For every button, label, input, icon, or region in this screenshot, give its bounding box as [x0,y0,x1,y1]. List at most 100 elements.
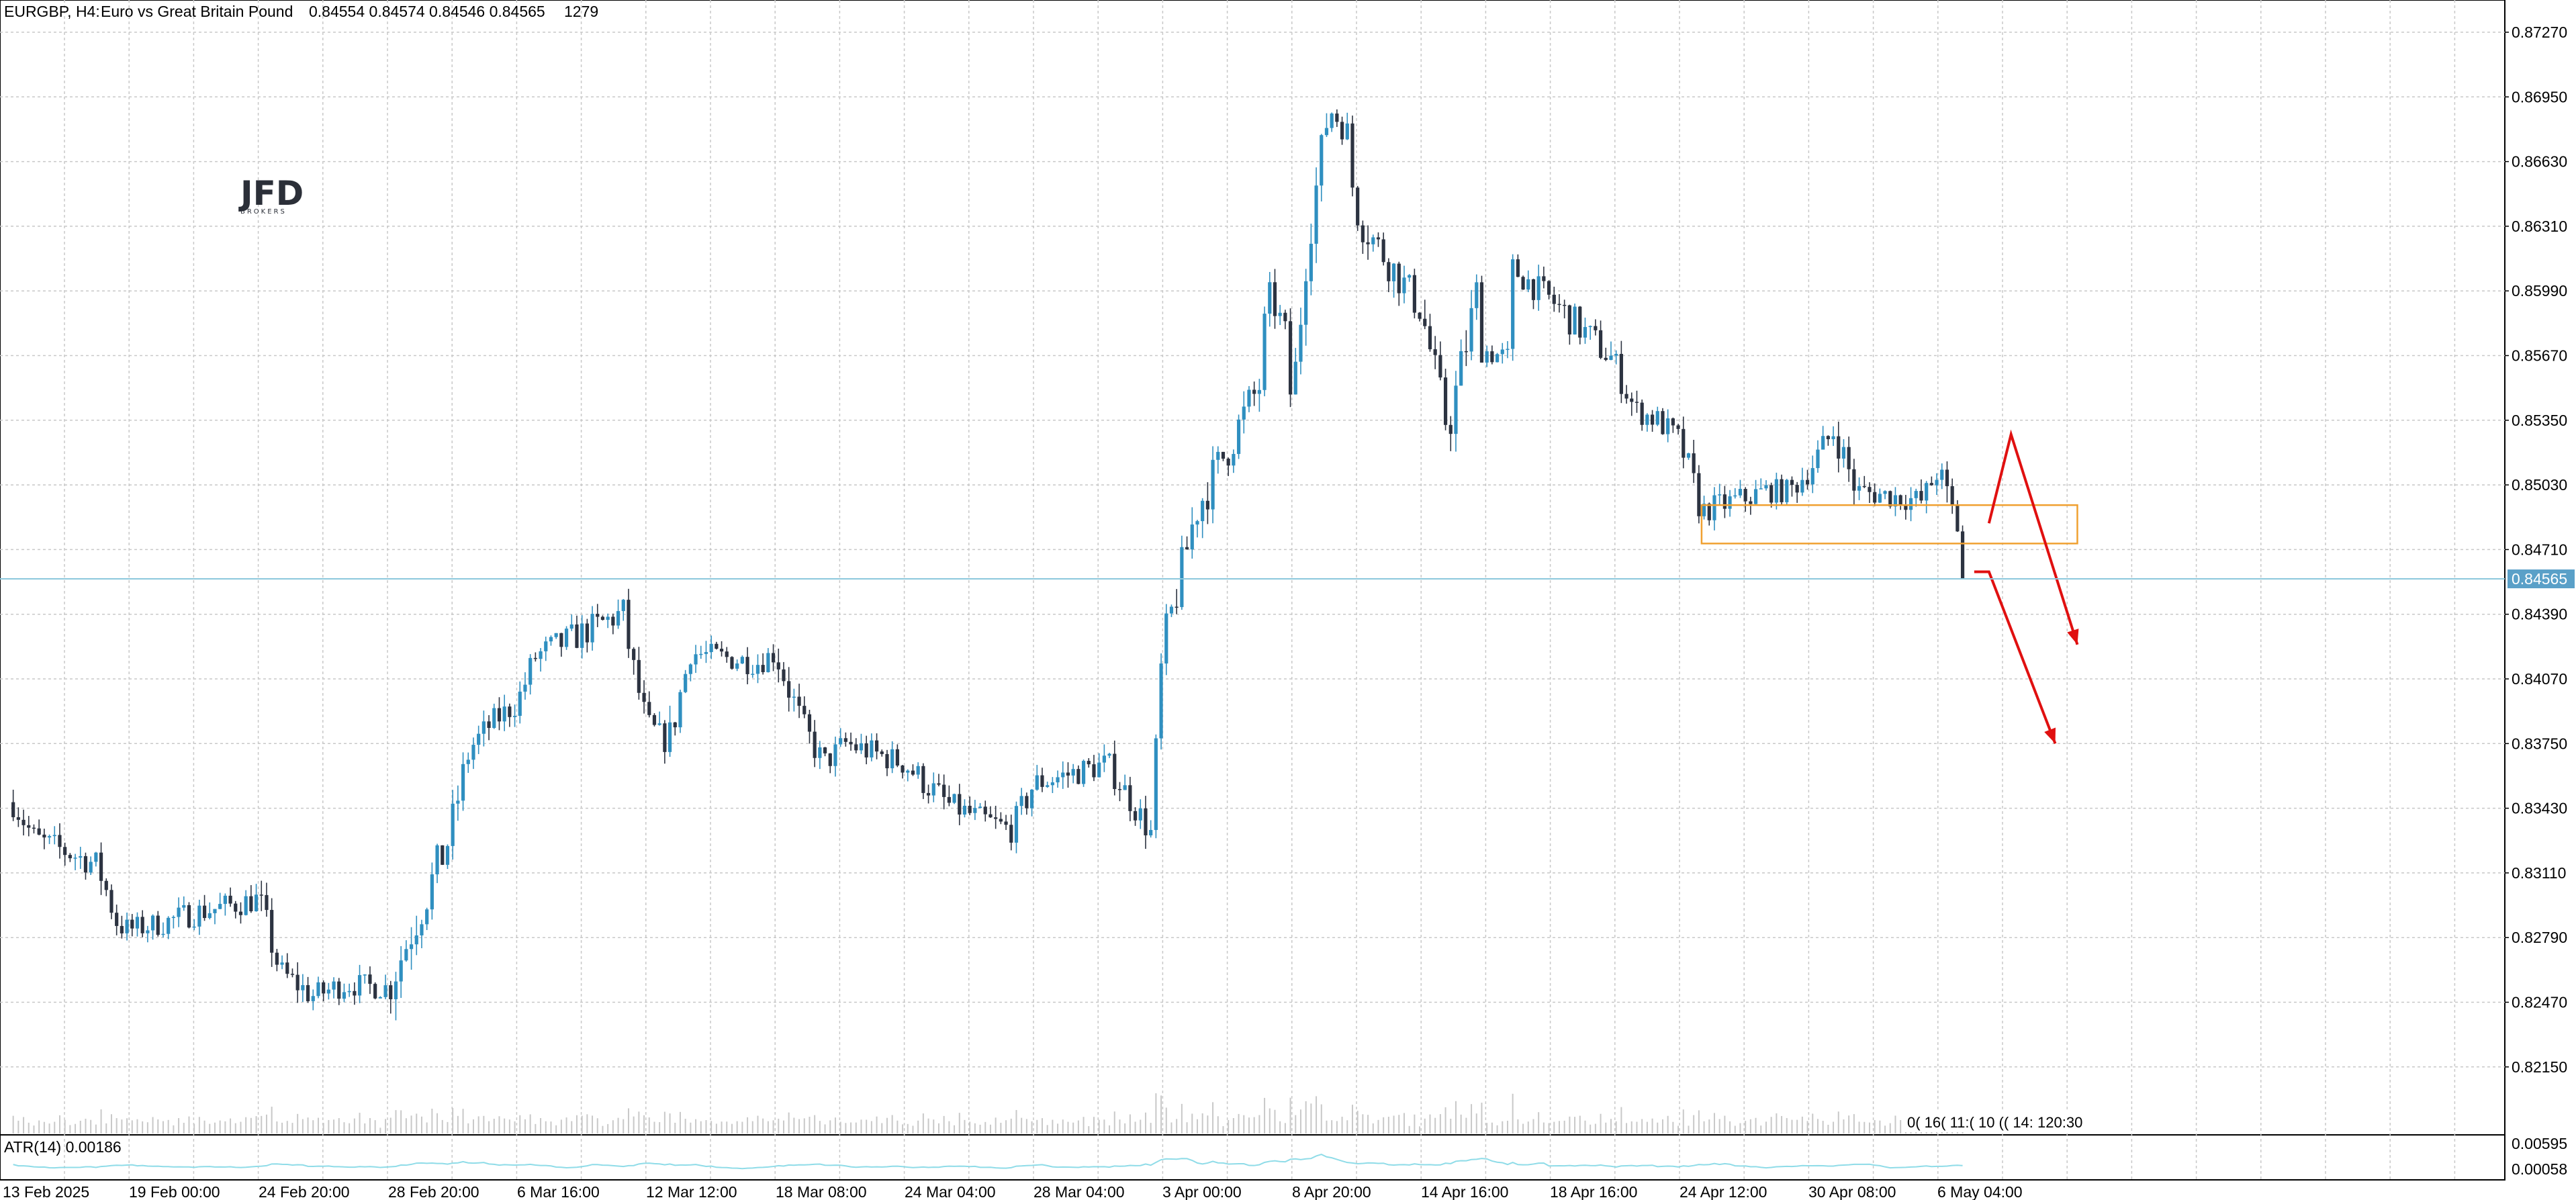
candle-body [1490,351,1494,363]
candle-body [1159,663,1163,739]
candle-body [1418,312,1422,319]
candle-body [569,624,573,629]
candle-body [1753,489,1758,504]
candle-body [1640,402,1644,425]
candle-body [1340,122,1344,140]
candle-body [921,766,925,793]
candle-body [1857,486,1861,491]
candle-body [270,910,274,953]
candle-body [776,662,780,670]
y-tick-label: 0.85670 [2512,347,2567,365]
candle-body [1361,225,1365,242]
candle-body [89,862,93,873]
candle-body [254,894,259,912]
candle-body [161,933,165,935]
candle-body [994,817,998,819]
candle-body [1443,377,1448,425]
candle-body [1780,479,1784,502]
time-axis: 13 Feb 2025 19 Feb 00:00 24 Feb 20:00 28 Fe… [3,1183,2023,1200]
candle-body [1707,504,1711,520]
candle-body [1805,479,1810,485]
candle-body [238,911,243,915]
candle-body [942,784,946,797]
candle-body [1624,394,1628,399]
forecast-arrow-line[interactable] [1974,570,2057,745]
candle-body [1960,531,1965,580]
candle-body [425,909,429,925]
candle-body [1216,451,1220,460]
candle-body [1495,354,1500,363]
candle-body [1066,772,1070,776]
candle-body [1630,398,1634,402]
candle-body [684,674,688,692]
candle-body [854,744,858,751]
candle-body [1469,308,1473,352]
forecast-arrow-line[interactable] [1987,429,2079,645]
candle-body [1169,606,1174,614]
candle-body [353,990,357,996]
candle-body [1138,808,1142,821]
candle-body [1516,259,1520,277]
candle-body [1438,355,1442,378]
candle-body [1666,418,1670,434]
zone-box[interactable] [1700,504,2078,545]
y-tick-label: 0.83750 [2512,735,2567,752]
candle-body [719,649,724,652]
candle-body [1536,276,1540,300]
candle-body [1682,428,1686,458]
candle-body [647,702,651,715]
candle-body [1097,762,1101,778]
candle-body [1464,351,1468,353]
candle-body [782,669,786,682]
candle-body [512,716,517,717]
candle-body [218,904,222,909]
candle-body [735,663,739,669]
candle-body [1521,277,1525,290]
candle-body [368,974,372,984]
header-bar-count: 1279 [564,3,598,20]
support-zone-rectangle[interactable] [1700,504,2078,545]
candle-body [1645,414,1649,425]
candle-body [1914,491,1918,498]
candle-body [337,981,341,999]
candle-body [1221,451,1226,459]
candle-body [600,616,605,620]
candle-body [621,600,625,611]
candle-body [228,895,232,904]
candle-body [1898,495,1902,506]
candle-body [1919,491,1923,501]
candle-body [1697,473,1701,516]
candle-body [394,981,398,1000]
forecast-arrows[interactable] [1974,429,2079,745]
candle-body [456,800,460,804]
candle-body [378,997,382,999]
candle-body [564,629,569,647]
candle-body [1371,237,1375,244]
grid [0,0,2505,1180]
candle-body [52,835,56,837]
candle-body [575,624,579,648]
candle-body [1583,326,1588,338]
candle-body [1661,411,1665,434]
candle-body [1061,772,1065,778]
candle-body [1423,318,1427,326]
candle-body [332,981,336,990]
jfd-logo: JFD BROKERS [238,174,304,216]
x-tick-label: 19 Feb 00:00 [129,1183,220,1200]
candle-body [668,722,672,752]
candle-body [627,600,631,649]
candle-body [596,614,600,617]
candle-body [477,733,481,745]
candle-body [1485,351,1489,363]
candle-body [187,905,191,928]
candle-body [911,770,915,775]
indicator-frame [0,1134,2505,1181]
candle-body [1309,244,1313,281]
candle-body [916,766,920,775]
candle-body [171,917,175,919]
candle-body [1402,277,1406,293]
x-tick-label: 18 Mar 08:00 [776,1183,867,1200]
candle-body [150,915,155,931]
logo-wordmark: JFD [238,174,304,213]
